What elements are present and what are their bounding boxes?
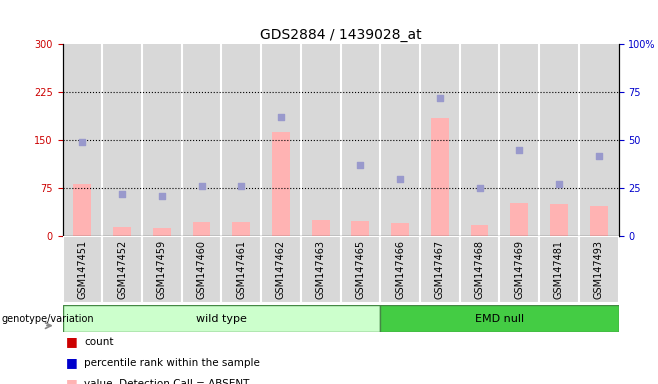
Point <box>276 114 286 120</box>
Bar <box>261 44 301 236</box>
Text: GSM147466: GSM147466 <box>395 240 405 298</box>
Bar <box>301 236 340 303</box>
Bar <box>301 44 340 236</box>
Text: GSM147469: GSM147469 <box>515 240 524 298</box>
Bar <box>142 44 182 236</box>
Text: GSM147467: GSM147467 <box>435 240 445 299</box>
Text: GSM147463: GSM147463 <box>316 240 326 298</box>
Bar <box>341 236 380 303</box>
Bar <box>113 227 131 236</box>
Point <box>594 152 604 159</box>
Point <box>236 183 247 189</box>
Bar <box>63 44 102 236</box>
Bar <box>221 44 261 236</box>
Bar <box>341 44 380 236</box>
Text: genotype/variation: genotype/variation <box>2 314 95 324</box>
Bar <box>579 44 619 236</box>
Text: GSM147493: GSM147493 <box>594 240 603 298</box>
Bar <box>142 236 182 303</box>
Bar <box>511 203 528 236</box>
Bar <box>380 44 420 236</box>
Bar <box>579 236 619 303</box>
Bar <box>182 236 221 303</box>
Bar <box>102 44 142 236</box>
Point <box>514 147 524 153</box>
Text: GSM147460: GSM147460 <box>197 240 207 298</box>
Bar <box>63 305 380 332</box>
Text: GSM147459: GSM147459 <box>157 240 166 299</box>
Bar <box>550 204 568 236</box>
Bar <box>499 44 539 236</box>
Point <box>355 162 366 168</box>
Point <box>196 183 207 189</box>
Bar <box>153 228 170 236</box>
Text: GSM147452: GSM147452 <box>117 240 127 299</box>
Bar <box>420 44 460 236</box>
Bar <box>460 236 499 303</box>
Bar <box>539 236 579 303</box>
Bar <box>102 236 142 303</box>
Text: GSM147461: GSM147461 <box>236 240 246 298</box>
Text: GSM147468: GSM147468 <box>474 240 484 298</box>
Text: GSM147481: GSM147481 <box>554 240 564 298</box>
Text: wild type: wild type <box>196 314 247 324</box>
Bar <box>312 220 330 236</box>
Point <box>117 191 128 197</box>
Bar <box>380 236 420 303</box>
Text: percentile rank within the sample: percentile rank within the sample <box>84 358 260 368</box>
Bar <box>74 184 91 236</box>
Point <box>553 181 564 187</box>
Text: count: count <box>84 337 114 347</box>
Bar <box>470 225 488 236</box>
Text: GSM147451: GSM147451 <box>78 240 88 299</box>
Text: GSM147465: GSM147465 <box>355 240 365 299</box>
Bar <box>380 305 619 332</box>
Text: GSM147462: GSM147462 <box>276 240 286 299</box>
Bar <box>391 223 409 236</box>
Bar <box>420 236 460 303</box>
Text: ■: ■ <box>66 335 78 348</box>
Bar <box>232 222 250 236</box>
Bar <box>193 222 211 236</box>
Text: EMD null: EMD null <box>475 314 524 324</box>
Title: GDS2884 / 1439028_at: GDS2884 / 1439028_at <box>260 28 421 42</box>
Bar <box>499 236 539 303</box>
Bar <box>431 118 449 236</box>
Point <box>434 95 445 101</box>
Text: ■: ■ <box>66 356 78 369</box>
Bar <box>272 132 290 236</box>
Point <box>157 193 167 199</box>
Bar <box>261 236 301 303</box>
Bar <box>182 44 221 236</box>
Point <box>77 139 88 145</box>
Bar <box>63 236 102 303</box>
Text: value, Detection Call = ABSENT: value, Detection Call = ABSENT <box>84 379 249 384</box>
Bar <box>351 222 369 236</box>
Point <box>395 175 405 182</box>
Bar <box>539 44 579 236</box>
Text: ■: ■ <box>66 377 78 384</box>
Point <box>474 185 485 191</box>
Bar <box>460 44 499 236</box>
Bar <box>221 236 261 303</box>
Bar <box>590 206 607 236</box>
